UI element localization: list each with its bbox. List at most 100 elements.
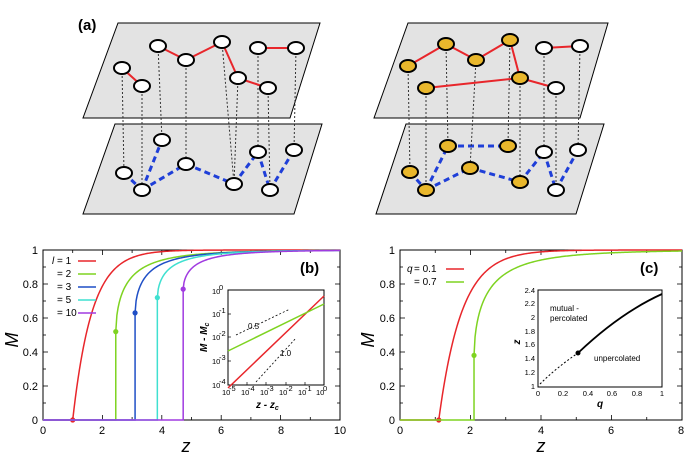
panel-b: 0 0.2 0.4 0.6 0.8 1 0 2 4 6 8 10 z M (b)… (2, 245, 346, 456)
inset-b-ytick-0: 10 (212, 381, 220, 390)
panel-b-xlabel: z (181, 436, 191, 456)
left-bottom-nodes (115, 133, 303, 197)
c-xtick-2: 4 (538, 425, 544, 437)
inset-c-ytick-5: 2 (531, 313, 535, 322)
panel-c-legend: q = 0.1 = 0.7 (407, 264, 464, 288)
inset-b-xtick-4: 10 (298, 388, 306, 397)
c-xtick-4: 8 (678, 425, 684, 437)
legend-b-entry-2: = 3 (57, 282, 72, 293)
left-interlinks (121, 41, 297, 191)
inset-c-xtick-2: 0.4 (583, 389, 593, 398)
critical-point-b-1 (113, 329, 119, 335)
c-ytick-1: 0.2 (380, 381, 395, 393)
b-xtick-1: 2 (99, 425, 105, 437)
legend-b-entry-0: = 1 (57, 256, 72, 267)
inset-c-unstable-boundary (539, 352, 579, 385)
inset-c-x-labels: 0 0.2 0.4 0.6 0.8 1 (536, 389, 664, 398)
b-xtick-5: 10 (334, 425, 346, 437)
c-ytick-2: 0.4 (380, 347, 395, 359)
panel-b-y-tick-labels: 0 0.2 0.4 0.6 0.8 1 (23, 245, 38, 427)
inset-c-ytick-4: 1.8 (525, 327, 535, 336)
inset-b-xexp-4: -1 (305, 384, 312, 393)
panel-b-label: (b) (300, 260, 319, 277)
inset-b-slope-a: 0.5 (248, 322, 260, 331)
inset-b-xexp-0: -5 (229, 384, 236, 393)
inset-c-xtick-1: 0.2 (558, 389, 568, 398)
b-ytick-0: 0 (32, 415, 38, 427)
right-top-nodes (399, 33, 589, 95)
legend-b-entry-3: = 5 (57, 295, 72, 306)
inset-b-xtick-5: 10 (316, 388, 324, 397)
panel-c-xlabel: z (536, 436, 546, 456)
inset-b-ticks (227, 289, 325, 386)
panel-c-label: (c) (640, 260, 658, 277)
inset-b-curve-green (227, 303, 325, 352)
inset-b-xtick-3: 10 (279, 388, 287, 397)
critical-point-b-3 (154, 295, 160, 301)
inset-b-yexp-4: 0 (219, 283, 223, 292)
inset-c-region-upper-1: mutual - (550, 304, 579, 313)
inset-c-xtick-0: 0 (536, 389, 540, 398)
inset-b-yexp-2: -2 (219, 329, 226, 338)
b-ytick-3: 0.6 (23, 313, 38, 325)
inset-c-ytick-1: 1.2 (525, 368, 535, 377)
inset-b-yexp-1: -3 (219, 353, 226, 362)
inset-b-xtick-2: 10 (260, 388, 268, 397)
panel-b-x-tick-labels: 0 2 4 6 8 10 (40, 425, 346, 437)
inset-c-phase-boundary (577, 293, 663, 354)
legend-b-entry-4: = 10 (57, 308, 77, 319)
series-line-c-0 (400, 249, 682, 421)
left-top-nodes (113, 35, 305, 95)
inset-c-xtick-4: 0.8 (632, 389, 642, 398)
panel-c-inset: mutual - percolated unpercolated 1 1.2 1… (512, 286, 664, 410)
c-xtick-0: 0 (397, 425, 403, 437)
inset-c-ytick-0: 1 (531, 382, 535, 391)
legend-b-entry-1: = 2 (57, 269, 72, 280)
inset-c-ytick-7: 2.4 (525, 286, 535, 295)
inset-b-frame (227, 289, 325, 386)
b-ytick-4: 0.8 (23, 279, 38, 291)
inset-b-xexp-3: -2 (286, 384, 293, 393)
inset-b-ytick-1: 10 (212, 357, 220, 366)
critical-point-b-2 (132, 310, 138, 316)
inset-c-ytick-3: 1.6 (525, 340, 535, 349)
inset-c-xlabel: q (597, 399, 603, 410)
legend-b-prefix: l (52, 256, 55, 267)
inset-c-region-lower: unpercolated (594, 354, 640, 363)
panel-b-ylabel: M (2, 333, 22, 348)
c-ytick-3: 0.6 (380, 313, 395, 325)
legend-c-entry-1: = 0.7 (414, 277, 437, 288)
b-xtick-4: 8 (278, 425, 284, 437)
series-line-b-4 (43, 249, 341, 421)
inset-b-xlabel: z - zc (255, 400, 279, 412)
series-line-c-1 (400, 250, 683, 421)
panel-c-x-tick-labels: 0 2 4 6 8 (397, 425, 684, 437)
panel-b-legend: l = 1 = 2 = 3 = 5 = 10 (52, 256, 96, 319)
panel-b-inset: 0.5 1.0 10 -4 10 -3 10 -2 10 -1 10 0 10 … (199, 283, 327, 412)
inset-c-region-upper-2: percolated (550, 314, 587, 323)
panel-a: (a) (78, 17, 609, 215)
inset-c-ytick-6: 2.2 (525, 299, 535, 308)
inset-b-yexp-0: -4 (219, 377, 226, 386)
inset-c-ytick-2: 1.4 (525, 354, 535, 363)
inset-b-y-labels: 10 -4 10 -3 10 -2 10 -1 10 0 (212, 283, 226, 390)
inset-b-xtick-1: 10 (241, 388, 249, 397)
inset-c-y-labels: 1 1.2 1.4 1.6 1.8 2 2.2 2.4 (525, 286, 535, 391)
critical-point-b-4 (180, 286, 186, 292)
inset-b-guide-1.0 (255, 337, 297, 383)
inset-b-x-labels: 10 -5 10 -4 10 -3 10 -2 10 -1 10 0 (222, 384, 327, 397)
b-xtick-0: 0 (40, 425, 46, 437)
right-bottom-nodes (401, 139, 587, 197)
inset-b-xtick-0: 10 (222, 388, 230, 397)
panel-c-curves (400, 249, 683, 423)
inset-b-ytick-4: 10 (212, 287, 220, 296)
inset-b-xexp-5: 0 (323, 384, 327, 393)
inset-c-frame (537, 289, 663, 388)
b-ytick-2: 0.4 (23, 347, 38, 359)
panel-c-y-tick-labels: 0 0.2 0.4 0.6 0.8 1 (380, 245, 395, 427)
critical-point-c-1 (471, 352, 477, 358)
inset-b-yexp-3: -1 (219, 306, 226, 315)
b-xtick-2: 4 (159, 425, 165, 437)
legend-c-entry-0: = 0.1 (414, 264, 437, 275)
